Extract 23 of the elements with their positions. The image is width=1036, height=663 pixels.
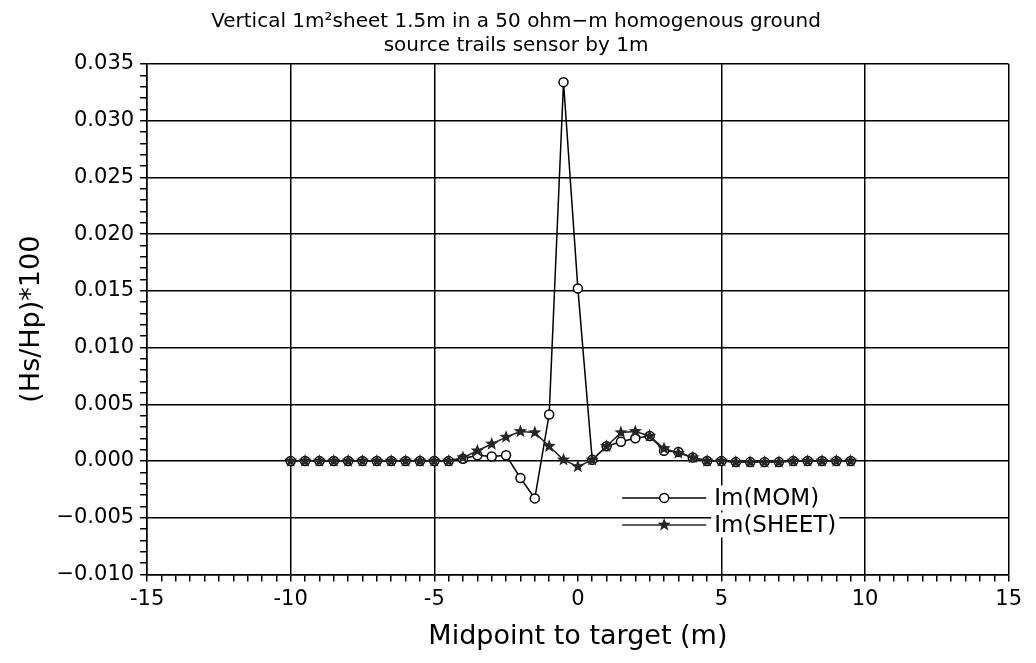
x-tick-label: -5 — [423, 586, 445, 611]
y-tick-label: 0.030 — [73, 107, 135, 132]
legend-label: Im(MOM) — [714, 483, 820, 510]
y-tick-label: 0.035 — [73, 50, 135, 75]
x-tick-label: -15 — [129, 586, 165, 611]
y-axis-title: (Hs/Hp)*100 — [14, 235, 46, 403]
y-tick-label: 0.005 — [73, 390, 135, 415]
y-tick-label: 0.020 — [73, 220, 135, 245]
legend-label: Im(SHEET) — [714, 510, 837, 537]
x-tick-label: 0 — [571, 586, 585, 611]
x-axis-title: Midpoint to target (m) — [428, 618, 728, 650]
chart-title: Vertical 1m²sheet 1.5m in a 50 ohm−m homogenous ground — [211, 8, 821, 33]
x-tick-label: -10 — [273, 586, 308, 611]
x-tick-label: 10 — [851, 586, 879, 611]
y-tick-label: 0.015 — [73, 277, 135, 302]
y-tick-label: −0.005 — [56, 504, 135, 529]
y-tick-label: 0.025 — [73, 163, 135, 188]
x-tick-label: 5 — [714, 586, 729, 611]
y-tick-label: −0.010 — [56, 560, 135, 585]
y-tick-label: 0.010 — [73, 334, 135, 359]
x-tick-label: 15 — [995, 586, 1023, 611]
chart-subtitle: source trails sensor by 1m — [383, 32, 649, 57]
y-tick-label: 0.000 — [73, 447, 135, 472]
